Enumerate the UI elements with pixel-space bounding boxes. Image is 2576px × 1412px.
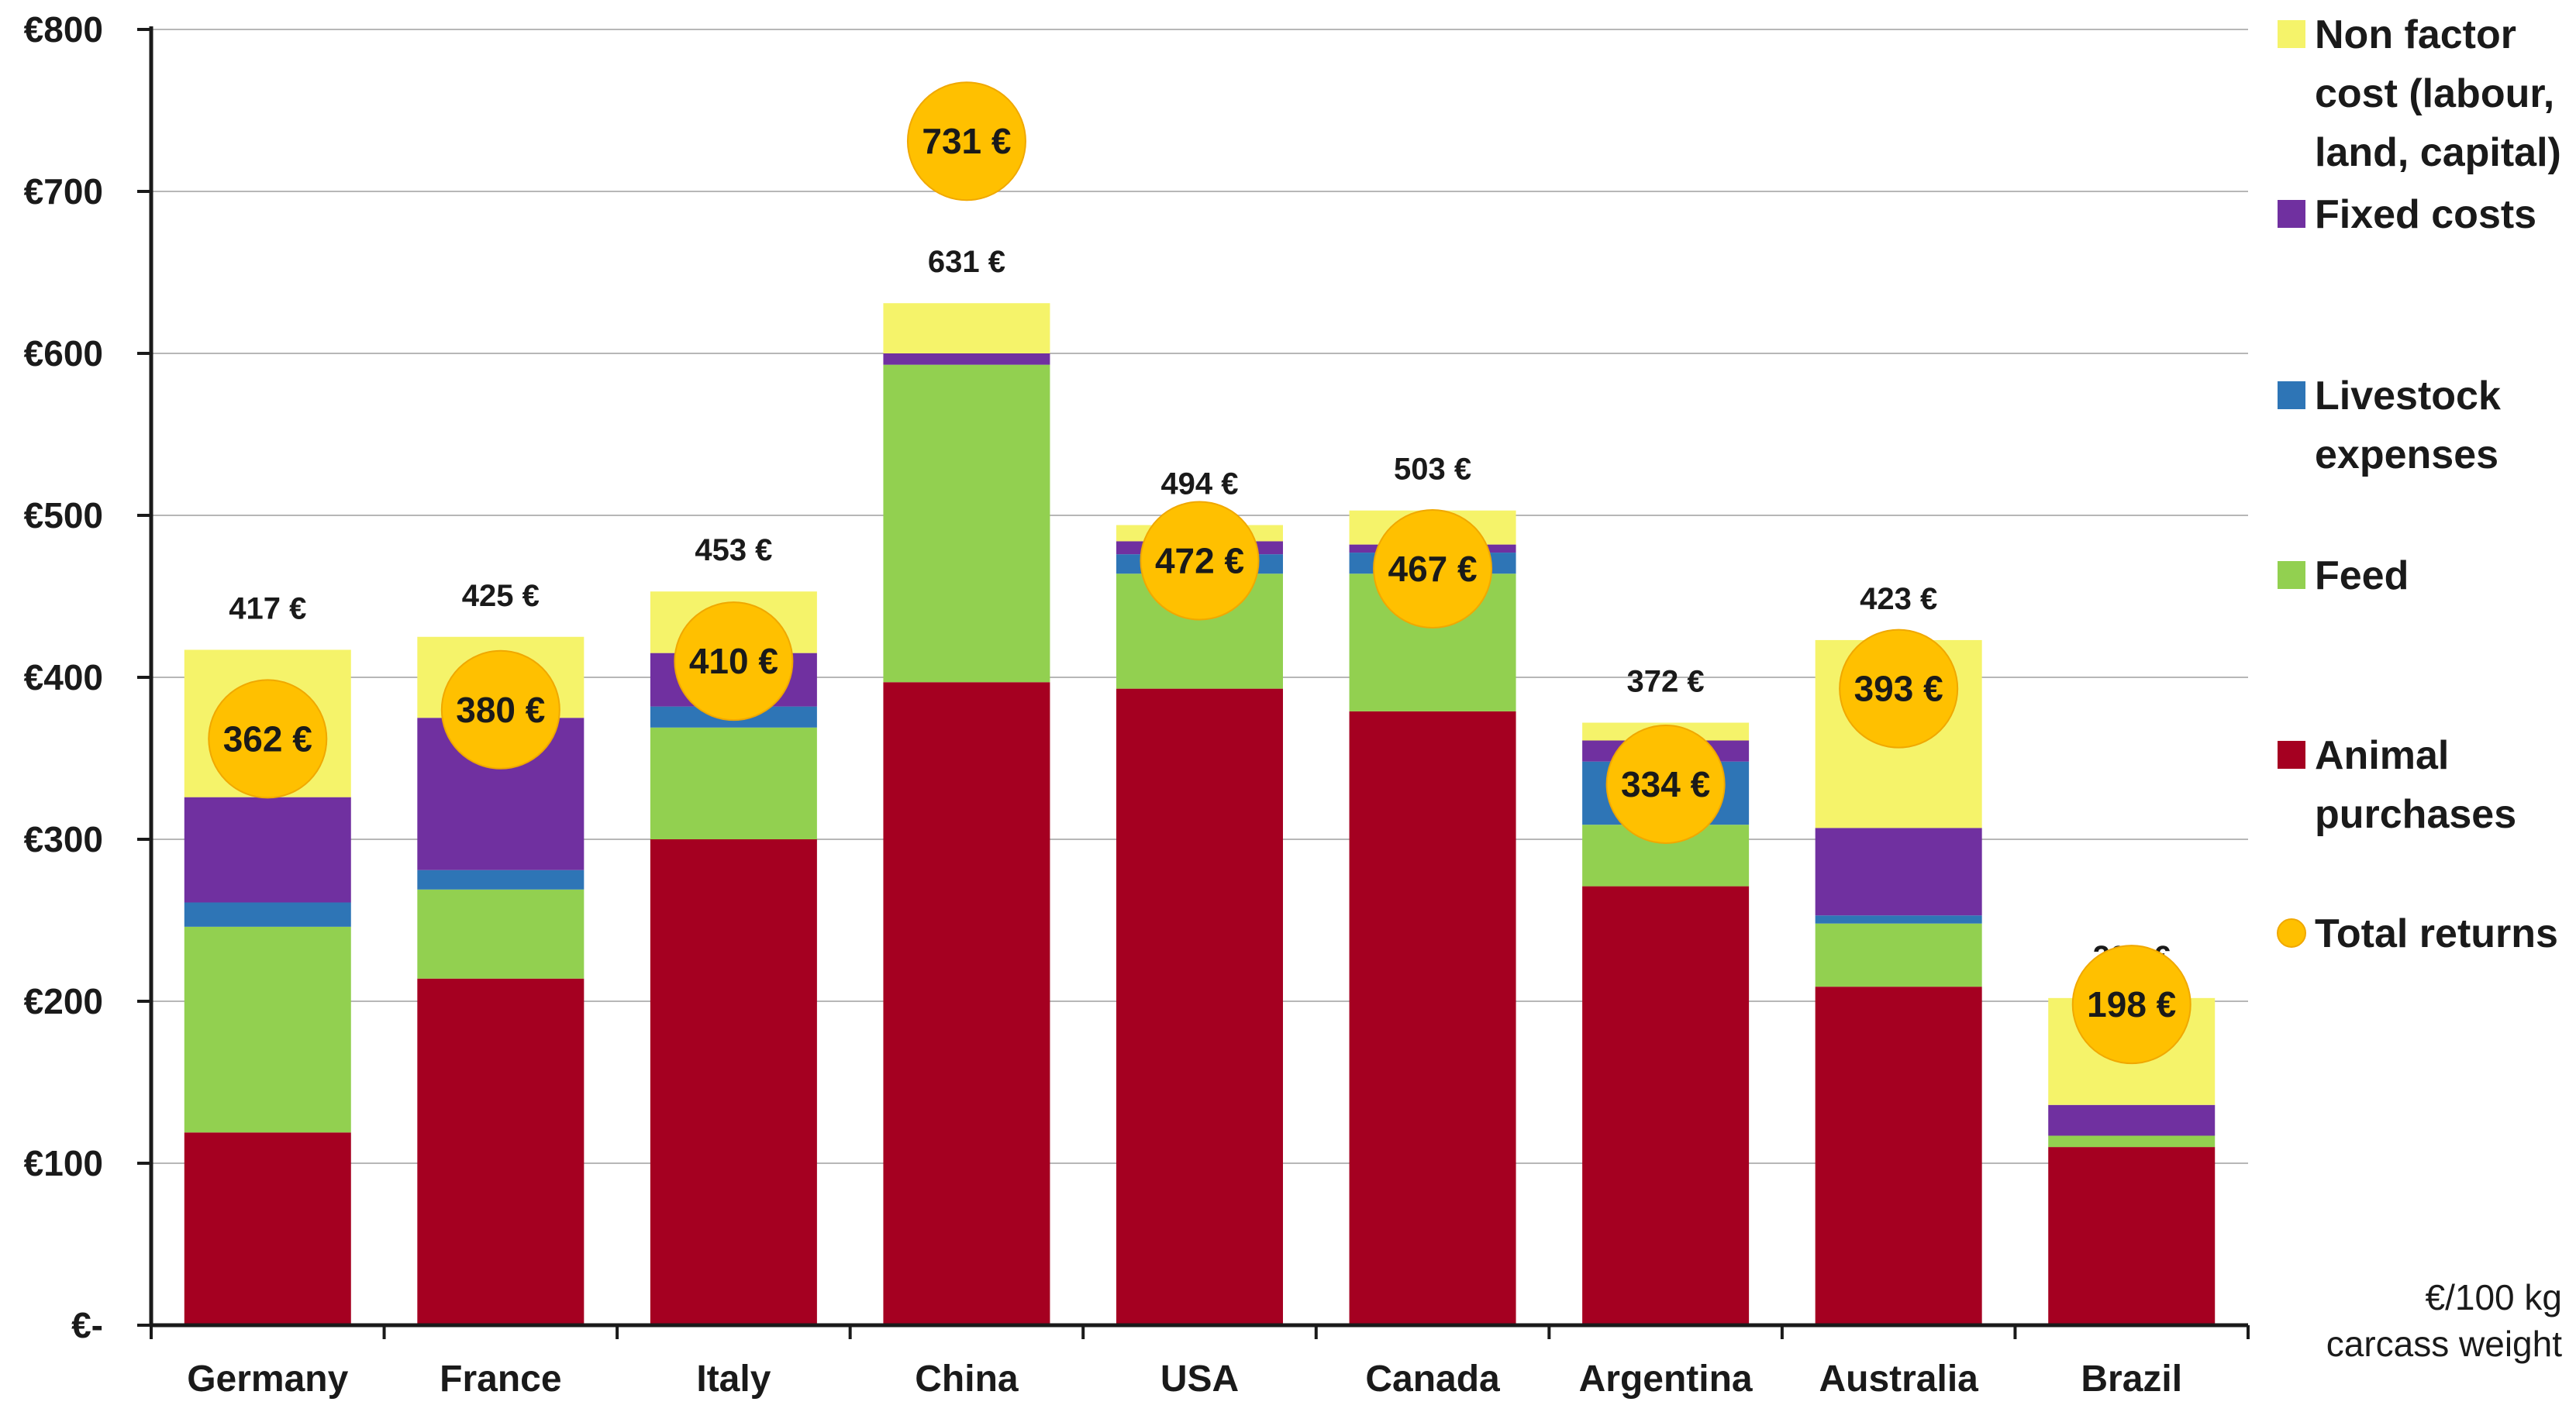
bar-segment-france-1 (417, 889, 585, 979)
total-returns-label: 334 € (1621, 764, 1710, 804)
bar-segment-germany-3 (184, 797, 351, 903)
y-tick-label: €100 (24, 1143, 103, 1183)
legend-swatch (2278, 741, 2305, 769)
total-value-label: 453 € (695, 533, 772, 567)
legend-swatch (2278, 20, 2305, 48)
bar-segment-brazil-1 (2048, 1135, 2216, 1148)
legend-label: Livestock (2315, 374, 2501, 418)
unit-note: €/100 kg (2426, 1277, 2562, 1317)
category-label: Australia (1819, 1359, 1978, 1400)
legend-label: purchases (2315, 792, 2516, 837)
bar-segment-china-1 (883, 364, 1050, 683)
total-returns-marker (440, 649, 560, 770)
bar-segment-italy-0 (650, 839, 817, 1325)
y-tick-label: €700 (24, 171, 103, 212)
bar-segment-france-0 (417, 978, 585, 1325)
legend-swatch (2278, 200, 2305, 228)
bar-segment-brazil-3 (2048, 1104, 2216, 1136)
total-returns-marker (906, 81, 1026, 201)
legend-label: land, capital) (2315, 130, 2561, 175)
total-value-label: 417 € (229, 591, 306, 625)
bar-segment-australia-2 (1815, 915, 1982, 924)
bar-segment-germany-2 (184, 902, 351, 927)
bar-segment-argentina-0 (1582, 886, 1750, 1325)
legend-label: expenses (2315, 432, 2498, 477)
total-returns-label: 731 € (922, 121, 1011, 161)
total-value-label: 372 € (1627, 665, 1705, 699)
total-returns-marker (1140, 501, 1260, 621)
category-label: Canada (1365, 1359, 1500, 1400)
total-returns-marker (208, 679, 328, 799)
total-returns-label: 467 € (1388, 549, 1477, 589)
legend-label: Feed (2315, 553, 2409, 598)
category-label: China (915, 1359, 1019, 1400)
total-returns-marker (2071, 945, 2191, 1065)
legend-label: Total returns (2315, 911, 2558, 956)
total-returns-marker (1605, 724, 1726, 844)
y-tick-label: €200 (24, 981, 103, 1021)
total-returns-marker (1373, 508, 1493, 629)
y-tick-label: €300 (24, 819, 103, 859)
y-tick-label: €800 (24, 9, 103, 50)
y-tick-label: €600 (24, 333, 103, 374)
total-value-label: 503 € (1394, 453, 1471, 487)
total-returns-label: 393 € (1854, 669, 1943, 709)
category-label: Brazil (2081, 1359, 2182, 1400)
bar-segment-canada-0 (1349, 711, 1516, 1325)
y-tick-label: €500 (24, 495, 103, 536)
bar-segment-australia-3 (1815, 828, 1982, 916)
legend-label: Fixed costs (2315, 192, 2536, 237)
category-label: USA (1160, 1359, 1239, 1400)
total-returns-label: 198 € (2087, 984, 2176, 1025)
y-tick-label: €- (71, 1305, 103, 1345)
bar-segment-germany-0 (184, 1132, 351, 1325)
bar-segment-china-0 (883, 682, 1050, 1325)
total-returns-label: 362 € (223, 718, 312, 759)
legend-swatch (2278, 561, 2305, 589)
category-label: France (440, 1359, 561, 1400)
bar-segment-australia-1 (1815, 923, 1982, 987)
total-returns-label: 472 € (1155, 541, 1244, 581)
total-value-label: 423 € (1860, 582, 1937, 616)
bar-segment-usa-0 (1116, 688, 1283, 1325)
total-returns-marker (1839, 629, 1959, 749)
bar-segment-china-3 (883, 353, 1050, 365)
bar-segment-germany-1 (184, 926, 351, 1133)
category-label: Italy (696, 1359, 771, 1400)
total-returns-label: 410 € (689, 641, 778, 681)
legend-label: cost (labour, (2315, 71, 2554, 116)
bar-segment-china-4 (883, 303, 1050, 353)
total-returns-marker (674, 601, 794, 721)
y-tick-label: €400 (24, 657, 103, 697)
legend-total-returns-icon (2277, 918, 2306, 948)
bar-segment-france-2 (417, 870, 585, 890)
total-value-label: 494 € (1160, 467, 1238, 501)
bar-segment-italy-1 (650, 727, 817, 839)
bar-segment-brazil-0 (2048, 1147, 2216, 1325)
total-value-label: 631 € (928, 245, 1005, 279)
bar-segment-australia-0 (1815, 987, 1982, 1325)
category-label: Argentina (1579, 1359, 1753, 1400)
total-value-label: 425 € (462, 579, 540, 613)
total-returns-label: 380 € (456, 690, 545, 730)
category-label: Germany (187, 1359, 348, 1400)
legend-label: Non factor (2315, 12, 2516, 57)
legend-swatch (2278, 381, 2305, 409)
unit-note: carcass weight (2326, 1324, 2562, 1364)
legend-label: Animal (2315, 733, 2449, 778)
